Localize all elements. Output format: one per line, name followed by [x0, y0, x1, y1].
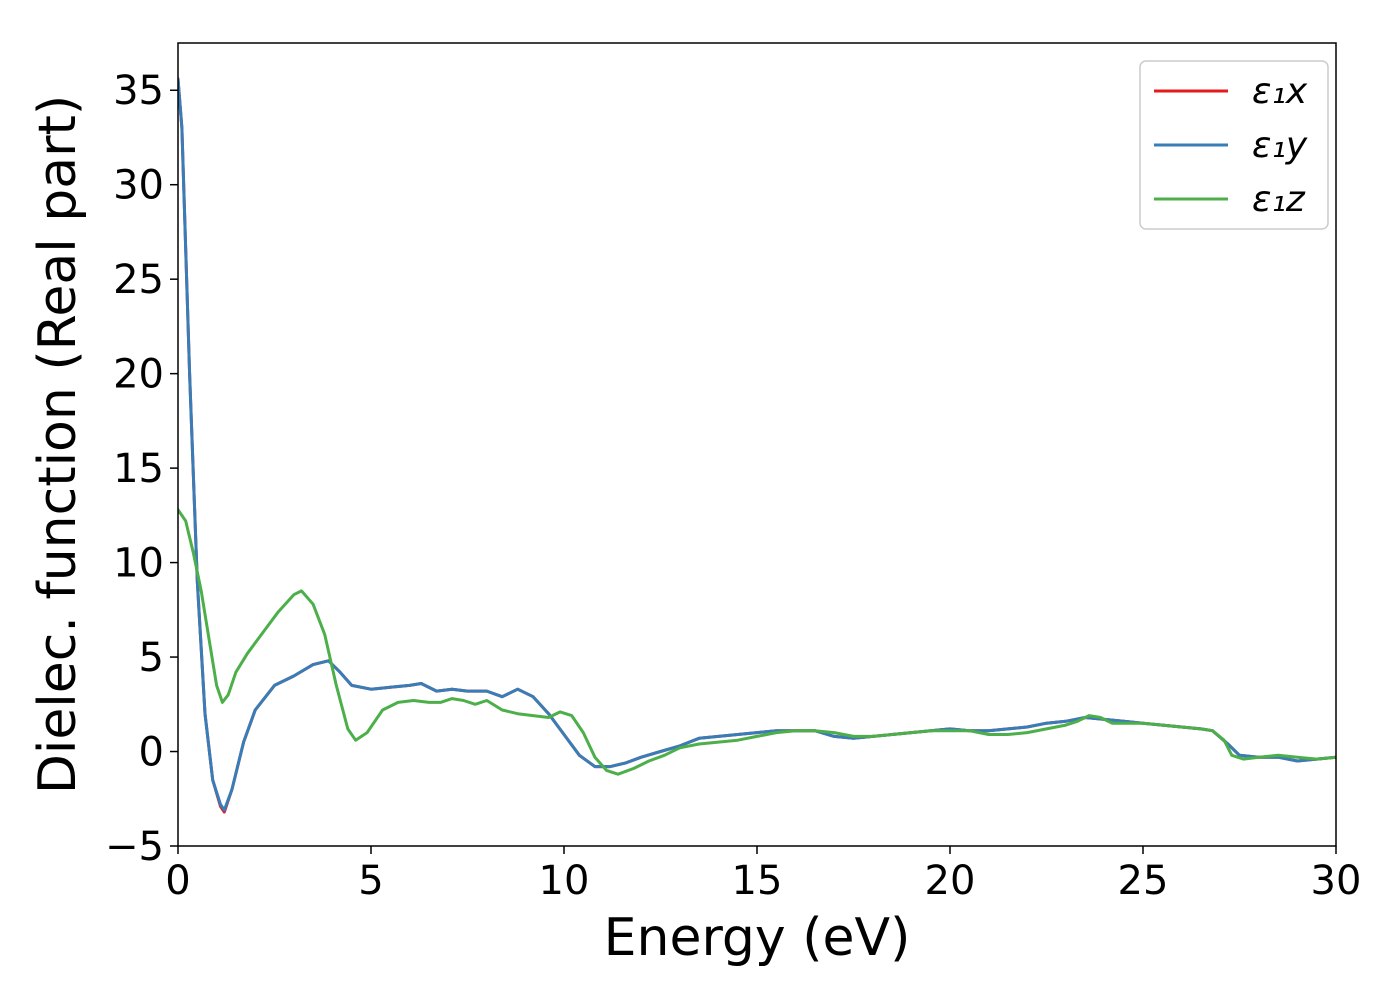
series-line-2: [178, 77, 1336, 812]
legend-label-3: ε₁z: [1252, 179, 1306, 220]
y-axis-label: Dielec. function (Real part): [28, 95, 88, 794]
y-tick-label: 15: [113, 446, 164, 492]
x-tick-label: 25: [1118, 858, 1169, 904]
series-line-3: [178, 508, 1336, 776]
x-tick-label: 20: [925, 858, 976, 904]
y-tick-label: 20: [113, 352, 164, 398]
legend-label-2: ε₁y: [1252, 125, 1308, 166]
y-tick-label: 25: [113, 257, 164, 303]
legend-items: ε₁x ε₁y ε₁z: [1154, 71, 1308, 220]
y-tick-label: 30: [113, 163, 164, 209]
y-tick-label: −5: [105, 824, 164, 870]
x-tick-label: 10: [539, 858, 590, 904]
x-tick-label: 0: [165, 858, 190, 904]
series-lines: [178, 77, 1336, 814]
y-tick-label: 10: [113, 541, 164, 587]
x-tick-label: 5: [358, 858, 383, 904]
x-tick-label: 30: [1311, 858, 1362, 904]
legend-label-1: ε₁x: [1252, 71, 1308, 112]
x-axis-label: Energy (eV): [604, 908, 911, 968]
y-tick-label: 5: [139, 635, 164, 681]
y-tick-label: 35: [113, 68, 164, 114]
y-tick-label: 0: [139, 730, 164, 776]
x-tick-label: 15: [732, 858, 783, 904]
legend-box: [1139, 60, 1329, 230]
legend: ε₁x ε₁y ε₁z: [1139, 60, 1329, 230]
